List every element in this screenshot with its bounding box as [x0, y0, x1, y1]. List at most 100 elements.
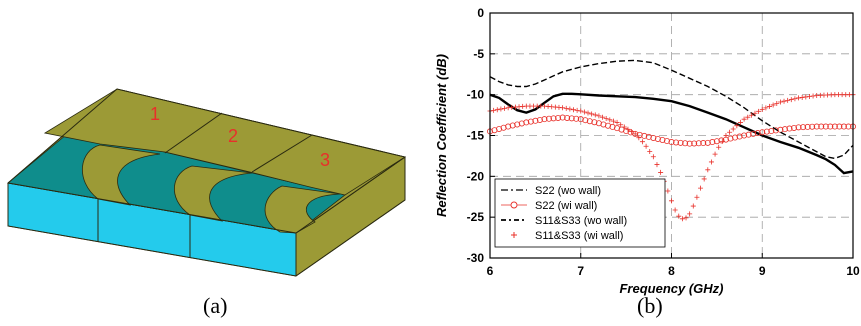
legend-marker	[510, 201, 518, 209]
series-marker	[647, 149, 653, 155]
series-marker	[607, 117, 613, 123]
series-marker	[737, 119, 743, 125]
series-marker	[600, 114, 606, 120]
series-marker	[514, 121, 521, 128]
series-marker	[600, 121, 607, 128]
y-tick-label: -10	[467, 88, 485, 102]
series-marker	[767, 103, 773, 109]
series-marker	[736, 133, 743, 140]
series-marker	[700, 140, 707, 147]
series-marker	[727, 135, 734, 142]
series-marker	[777, 99, 783, 105]
series-marker	[786, 125, 793, 132]
x-tick-label: 6	[487, 264, 494, 278]
series-line	[489, 59, 854, 160]
series-marker	[560, 105, 566, 111]
series-marker	[679, 216, 685, 222]
series-marker	[774, 100, 780, 106]
series-marker	[677, 139, 684, 146]
series-marker	[691, 140, 698, 147]
series-marker	[629, 129, 635, 135]
series-marker	[536, 116, 543, 123]
series-marker	[796, 95, 802, 101]
legend-entry: S22 (wi wall)	[501, 200, 597, 212]
series-marker	[741, 132, 748, 139]
series-marker	[822, 123, 829, 130]
series-marker	[768, 128, 775, 135]
series-marker	[818, 123, 825, 130]
series-marker	[750, 130, 757, 137]
feed-patch	[264, 185, 341, 234]
series-marker	[618, 122, 624, 128]
series-marker	[770, 102, 776, 108]
grid	[490, 13, 853, 258]
series-marker	[669, 198, 674, 204]
series-marker	[658, 169, 664, 175]
series-marker	[498, 106, 504, 112]
caption-b: (b)	[637, 293, 663, 318]
series-marker	[836, 123, 843, 130]
series-marker	[564, 114, 571, 121]
series-marker	[659, 136, 666, 143]
series-marker	[502, 105, 508, 111]
series-marker	[665, 188, 671, 194]
legend-entry: S22 (wo wall)	[501, 185, 601, 197]
port-label-1: 1	[150, 104, 160, 124]
series-marker	[708, 159, 714, 165]
series-marker	[683, 215, 689, 221]
series-marker	[705, 167, 711, 173]
series-marker	[518, 120, 525, 127]
series-marker	[643, 143, 649, 149]
series-marker	[574, 107, 580, 113]
series-marker	[687, 211, 693, 217]
series-marker	[799, 94, 805, 100]
series-marker	[491, 107, 497, 113]
series-marker	[650, 154, 656, 160]
series-marker	[704, 139, 711, 146]
series-marker	[668, 139, 675, 146]
feed-patch	[82, 144, 161, 206]
series-marker	[813, 123, 820, 130]
series-marker	[810, 93, 816, 99]
legend-entry: S11&S33 (wi wall)	[511, 230, 623, 242]
legend-label: S22 (wo wall)	[535, 185, 601, 197]
series-marker	[752, 110, 758, 116]
y-tick-label: -30	[467, 251, 485, 265]
series-marker	[732, 134, 739, 141]
series-marker	[745, 131, 752, 138]
cell-divider	[164, 112, 223, 154]
y-tick-label: -15	[467, 129, 485, 143]
series-marker	[636, 135, 642, 141]
x-axis-title: Frequency (GHz)	[619, 281, 723, 296]
series-marker	[712, 151, 718, 157]
series-marker	[694, 194, 700, 200]
series-marker	[845, 123, 852, 130]
series-marker	[523, 119, 530, 126]
series-marker	[831, 123, 838, 130]
series-marker	[672, 207, 678, 213]
series-marker	[632, 130, 639, 137]
legend-entry: S11&S33 (wo wall)	[501, 215, 627, 227]
series-marker	[673, 139, 680, 146]
x-tick-label: 10	[846, 264, 860, 278]
y-tick-label: -5	[473, 47, 484, 61]
series-marker	[654, 162, 660, 168]
series-marker	[621, 124, 627, 130]
series-marker	[603, 116, 609, 122]
series-marker	[494, 107, 500, 113]
series-marker	[781, 126, 788, 133]
series-marker	[545, 115, 552, 122]
legend-label: S11&S33 (wi wall)	[535, 230, 623, 242]
series-marker	[809, 123, 816, 130]
series-marker	[577, 116, 584, 123]
series-marker	[604, 122, 611, 129]
series-marker	[586, 118, 593, 125]
series-line	[489, 92, 854, 175]
series-marker	[759, 106, 765, 112]
series-marker	[698, 185, 704, 191]
series-layer	[487, 59, 856, 222]
series-marker	[695, 140, 702, 147]
y-axis-title: Reflection Coefficient (dB)	[434, 54, 449, 217]
series-marker	[785, 97, 791, 103]
series-marker	[559, 114, 566, 121]
